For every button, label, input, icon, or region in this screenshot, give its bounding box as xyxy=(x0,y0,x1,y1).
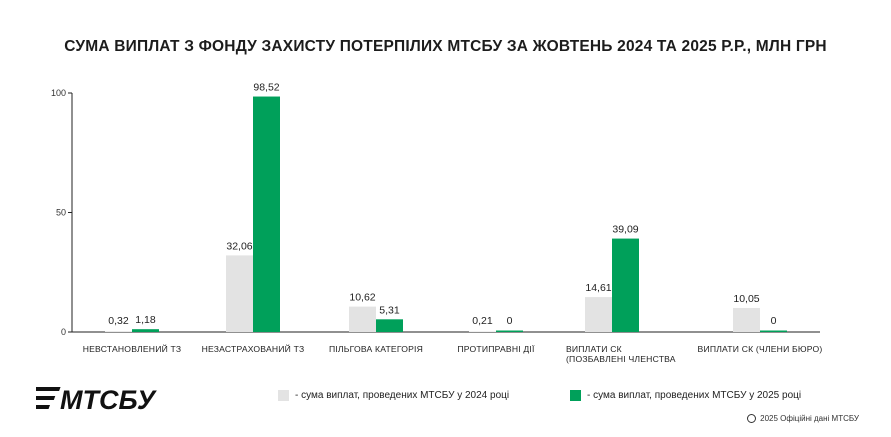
bar-2025 xyxy=(376,319,403,332)
bar-2025 xyxy=(496,330,523,332)
bar-2024 xyxy=(469,331,496,332)
category-label: (ПОЗБАВЛЕНІ ЧЛЕНСТВА xyxy=(566,354,676,364)
legend-label-2024: - сума виплат, проведених МТСБУ у 2024 р… xyxy=(295,390,510,401)
category-label: НЕЗАСТРАХОВАНИЙ ТЗ xyxy=(202,343,305,354)
legend-item-2024: - сума виплат, проведених МТСБУ у 2024 р… xyxy=(278,390,509,401)
bar-2025 xyxy=(612,238,639,332)
bar-2024 xyxy=(585,297,612,332)
mtsbu-logo: МТСБУ xyxy=(36,385,157,413)
bar-2025 xyxy=(253,96,280,332)
bar-2024 xyxy=(733,307,760,332)
y-tick-label: 0 xyxy=(61,327,66,337)
data-label: 0 xyxy=(771,315,777,327)
copyright-icon xyxy=(747,414,757,423)
category-label: ВИПЛАТИ СК xyxy=(566,344,622,354)
legend-swatch-2025 xyxy=(570,390,581,401)
category-label: ВИПЛАТИ СК (ЧЛЕНИ БЮРО) xyxy=(698,344,823,354)
data-label: 98,52 xyxy=(253,82,279,94)
footer-text: 2025 Офіційні дані МТСБУ xyxy=(760,414,859,423)
legend-swatch-2024 xyxy=(278,390,289,401)
category-label: ПІЛЬГОВА КАТЕГОРІЯ xyxy=(329,344,423,354)
bar-2024 xyxy=(105,331,132,332)
category-label: НЕВСТАНОВЛЕНИЙ ТЗ xyxy=(83,343,182,354)
legend-item-2025: - сума виплат, проведених МТСБУ у 2025 р… xyxy=(570,390,801,401)
y-tick-label: 50 xyxy=(56,208,66,218)
data-label: 10,05 xyxy=(733,293,759,305)
y-tick-label: 100 xyxy=(51,88,66,98)
bar-2025 xyxy=(760,330,787,332)
data-label: 0 xyxy=(507,315,513,327)
data-label: 39,09 xyxy=(612,224,638,236)
bar-2025 xyxy=(132,329,159,332)
data-label: 10,62 xyxy=(349,292,375,304)
data-label: 32,06 xyxy=(226,240,252,252)
legend-label-2025: - сума виплат, проведених МТСБУ у 2025 р… xyxy=(587,390,802,401)
bar-2024 xyxy=(349,306,376,332)
data-label: 5,31 xyxy=(379,304,400,316)
bar-chart: 0 50 100 0,32 1,18 НЕВСТАНОВЛЕНИЙ ТЗ 32,06 98,5… xyxy=(51,82,823,364)
data-label: 14,61 xyxy=(585,282,611,294)
logo-text: МТСБУ xyxy=(60,385,157,413)
category-label: ПРОТИПРАВНІ ДІЇ xyxy=(457,344,535,354)
bar-2024 xyxy=(226,255,253,332)
data-label: 0,32 xyxy=(108,315,129,327)
data-label: 0,21 xyxy=(472,315,493,327)
chart-title: СУМА ВИПЛАТ З ФОНДУ ЗАХИСТУ ПОТЕРПІЛИХ М… xyxy=(64,38,827,55)
data-label: 1,18 xyxy=(135,314,156,326)
footer-credit: 2025 Офіційні дані МТСБУ xyxy=(747,414,859,423)
